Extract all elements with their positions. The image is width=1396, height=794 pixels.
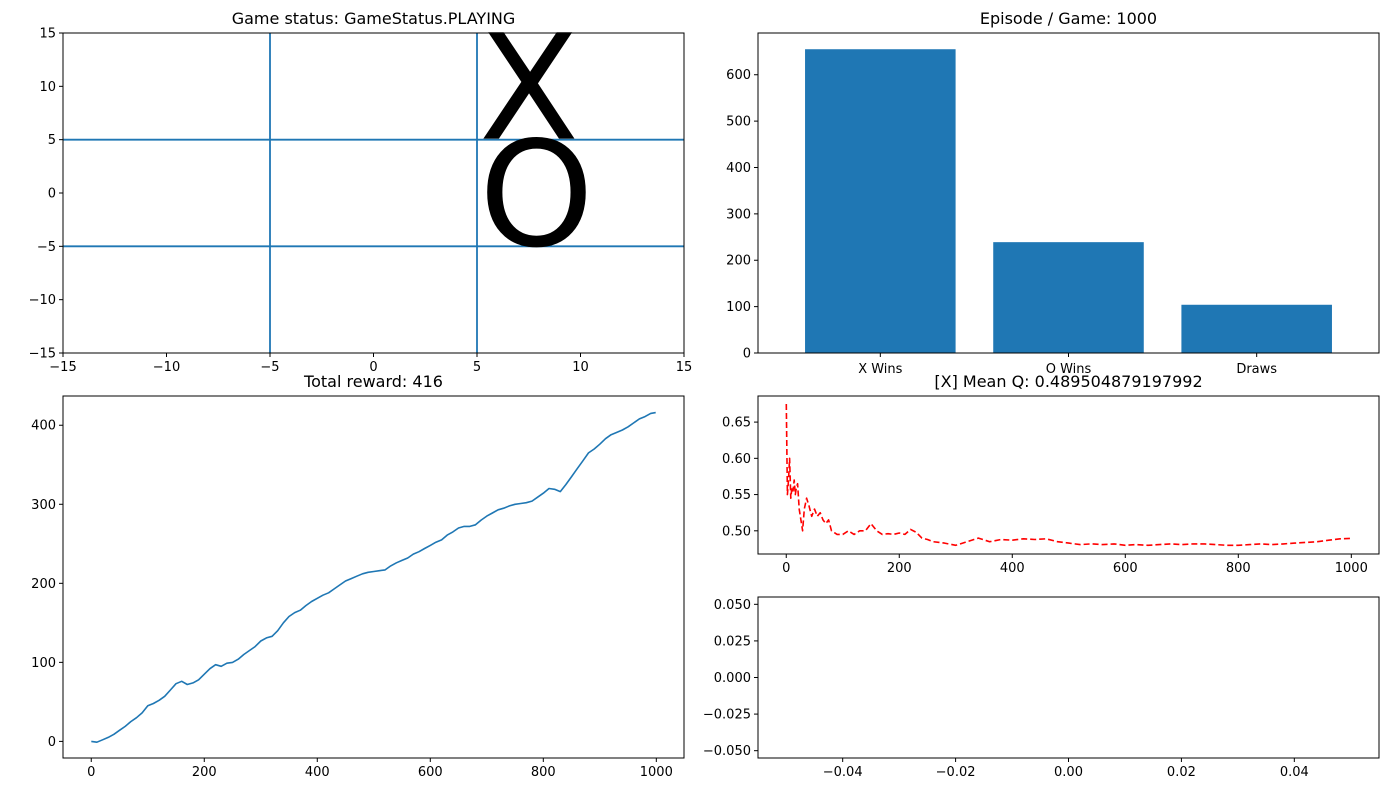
reward-title: Total reward: 416: [303, 372, 443, 391]
outcomes-title: Episode / Game: 1000: [980, 9, 1157, 28]
mean-q-x-tick-label: 400: [1000, 561, 1025, 576]
mean-q-y-tick-label: 0.60: [722, 452, 751, 467]
board-y-tick-label: 0: [48, 187, 56, 202]
board-x-tick-label: −10: [153, 360, 180, 375]
reward-y-tick-label: 400: [31, 419, 56, 434]
reward-x-tick-label: 600: [418, 765, 443, 780]
empty-x-tick-label: 0.04: [1280, 765, 1309, 780]
board-x-tick-label: 15: [676, 360, 693, 375]
outcomes-y-tick-label: 200: [726, 254, 751, 269]
mean-q-x-ticks: 0 200 400 600 800 1000: [782, 554, 1368, 576]
outcomes-y-tick-label: 100: [726, 300, 751, 315]
reward-panel: Total reward: 416 0 200 400 600 800 1000 0 100…: [31, 372, 685, 780]
empty-x-tick-label: −0.02: [936, 765, 976, 780]
empty-y-tick-label: 0.000: [714, 671, 751, 686]
outcome-bar: [1181, 304, 1332, 353]
mean-q-panel: [X] Mean Q: 0.489504879197992 0 200 400 600…: [722, 372, 1380, 576]
reward-axes-frame: [62, 395, 685, 759]
outcomes-x-ticks: X Wins O Wins Draws: [858, 353, 1277, 377]
empty-x-tick-label: 0.00: [1054, 765, 1083, 780]
board-x-tick-label: 5: [473, 360, 481, 375]
mean-q-title: [X] Mean Q: 0.489504879197992: [934, 372, 1202, 391]
reward-lines: [91, 411, 656, 744]
mean-q-y-tick-label: 0.65: [722, 416, 751, 431]
board-y-tick-label: −5: [37, 240, 56, 255]
reward-y-tick-label: 100: [31, 656, 56, 671]
empty-x-ticks: −0.04 −0.02 0.00 0.02 0.04: [823, 758, 1309, 780]
reward-series-line: [91, 411, 656, 744]
board-grid-lines: [63, 33, 684, 353]
outcomes-y-tick-label: 0: [743, 347, 751, 362]
board-y-tick-label: −15: [29, 347, 56, 362]
reward-x-tick-label: 800: [531, 765, 556, 780]
mean-q-y-tick-label: 0.55: [722, 488, 751, 503]
board-x-tick-label: −15: [49, 360, 76, 375]
board-x-tick-label: −5: [260, 360, 279, 375]
outcomes-y-tick-label: 600: [726, 68, 751, 83]
empty-y-tick-label: 0.050: [714, 598, 751, 613]
outcomes-panel: Episode / Game: 1000 X Wins O Wins Draws 0…: [726, 9, 1380, 377]
board-mark-x: X: [479, 4, 579, 174]
outcomes-category-label: X Wins: [858, 362, 902, 377]
board-marks: XO: [479, 4, 594, 281]
mean-q-x-tick-label: 600: [1113, 561, 1138, 576]
empty-panel: −0.04 −0.02 0.00 0.02 0.04 −0.050 −0.025 0.000…: [703, 596, 1380, 780]
reward-y-tick-label: 300: [31, 498, 56, 513]
reward-x-tick-label: 400: [305, 765, 330, 780]
board-x-ticks: −15 −10 −5 0 5 10 15: [49, 353, 692, 375]
mean-q-axes-frame: [757, 395, 1380, 555]
board-y-tick-label: 15: [39, 27, 56, 42]
outcomes-bars: [805, 49, 1332, 354]
outcome-bar: [805, 49, 956, 354]
empty-x-tick-label: −0.04: [823, 765, 863, 780]
mean-q-x-tick-label: 0: [782, 561, 790, 576]
reward-y-tick-label: 0: [48, 735, 56, 750]
board-title: Game status: GameStatus.PLAYING: [232, 9, 516, 28]
reward-x-ticks: 0 200 400 600 800 1000: [87, 758, 673, 780]
board-x-tick-label: 10: [572, 360, 589, 375]
reward-x-tick-label: 0: [87, 765, 95, 780]
empty-x-tick-label: 0.02: [1167, 765, 1196, 780]
board-x-tick-label: 0: [369, 360, 377, 375]
board-y-tick-label: 10: [39, 80, 56, 95]
outcomes-category-label: Draws: [1236, 362, 1277, 377]
outcome-bar: [993, 242, 1144, 353]
mean-q-y-ticks: 0.50 0.55 0.60 0.65: [722, 416, 758, 539]
board-y-tick-label: 5: [48, 133, 56, 148]
board-mark-o: O: [479, 110, 594, 280]
mean-q-x-tick-label: 800: [1226, 561, 1251, 576]
outcomes-y-ticks: 0 100 200 300 400 500 600: [726, 68, 758, 362]
mean-q-x-tick-label: 1000: [1335, 561, 1368, 576]
mean-q-y-tick-label: 0.50: [722, 524, 751, 539]
board-panel: Game status: GameStatus.PLAYING XO −15 −1…: [29, 4, 693, 375]
mean-q-series-line: [785, 403, 1351, 547]
reward-y-ticks: 0 100 200 300 400: [31, 419, 63, 750]
outcomes-y-tick-label: 400: [726, 161, 751, 176]
reward-x-tick-label: 200: [192, 765, 217, 780]
empty-y-tick-label: 0.025: [714, 634, 751, 649]
empty-y-tick-label: −0.025: [703, 708, 751, 723]
outcomes-category-label: O Wins: [1046, 362, 1092, 377]
reward-y-tick-label: 200: [31, 577, 56, 592]
reward-x-tick-label: 1000: [640, 765, 673, 780]
board-y-tick-label: −10: [29, 293, 56, 308]
empty-y-tick-label: −0.050: [703, 744, 751, 759]
outcomes-y-tick-label: 300: [726, 207, 751, 222]
outcomes-y-tick-label: 500: [726, 115, 751, 130]
mean-q-lines: [785, 403, 1351, 547]
empty-y-ticks: −0.050 −0.025 0.000 0.025 0.050: [703, 598, 758, 759]
mean-q-x-tick-label: 200: [887, 561, 912, 576]
board-y-ticks: −15 −10 −5 0 5 10 15: [29, 27, 63, 362]
